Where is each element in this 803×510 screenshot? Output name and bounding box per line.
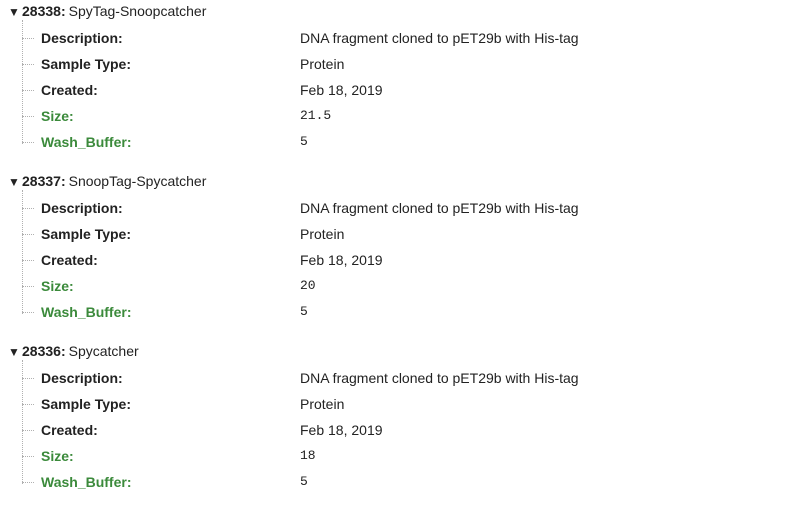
field-label: Wash_Buffer: — [41, 134, 132, 150]
field-value: Feb 18, 2019 — [300, 252, 383, 268]
collapse-toggle-icon[interactable]: ▼ — [8, 175, 20, 189]
tree-branch-line — [22, 404, 34, 405]
sample-node: ▼ 28336: Spycatcher Description: DNA fragmen… — [0, 340, 803, 510]
tree-branch-line — [22, 430, 34, 431]
field-value: Feb 18, 2019 — [300, 82, 383, 98]
tree-connector-line — [22, 360, 23, 484]
tree-branch-line — [22, 90, 34, 91]
field-value: 5 — [300, 304, 308, 319]
field-row: Wash_Buffer: 5 — [22, 299, 782, 325]
sample-name: Spycatcher — [68, 343, 139, 359]
field-label: Size: — [41, 448, 74, 464]
field-row: Wash_Buffer: 5 — [22, 469, 782, 495]
field-row: Created: Feb 18, 2019 — [22, 247, 782, 273]
field-value: DNA fragment cloned to pET29b with His-t… — [300, 370, 579, 386]
tree-branch-line — [22, 456, 34, 457]
sample-node: ▼ 28337: SnoopTag-Spycatcher Description: DN… — [0, 170, 803, 340]
sample-id: 28338 — [22, 3, 61, 19]
field-label: Sample Type: — [41, 226, 131, 242]
tree-connector-line — [22, 20, 23, 144]
field-value: Protein — [300, 226, 345, 242]
tree-connector-line — [22, 190, 23, 314]
field-row: Wash_Buffer: 5 — [22, 129, 782, 155]
tree-branch-line — [22, 116, 34, 117]
field-row: Size: 18 — [22, 443, 782, 469]
tree-branch-line — [22, 260, 34, 261]
field-value: DNA fragment cloned to pET29b with His-t… — [300, 30, 579, 46]
field-row: Size: 20 — [22, 273, 782, 299]
sample-id: 28337 — [22, 173, 61, 189]
field-value: 20 — [300, 278, 316, 293]
field-row: Description: DNA fragment cloned to pET29… — [22, 195, 782, 221]
tree-branch-line — [22, 482, 34, 483]
sample-name: SnoopTag-Spycatcher — [68, 173, 207, 189]
field-label: Description: — [41, 200, 123, 216]
field-value: Feb 18, 2019 — [300, 422, 383, 438]
field-row: Size: 21.5 — [22, 103, 782, 129]
field-row: Created: Feb 18, 2019 — [22, 417, 782, 443]
field-value: 5 — [300, 474, 308, 489]
field-label: Size: — [41, 278, 74, 294]
collapse-toggle-icon[interactable]: ▼ — [8, 5, 20, 19]
collapse-toggle-icon[interactable]: ▼ — [8, 345, 20, 359]
sample-id-separator: : — [60, 3, 66, 19]
field-label: Sample Type: — [41, 56, 131, 72]
tree-branch-line — [22, 38, 34, 39]
field-label: Wash_Buffer: — [41, 474, 132, 490]
sample-name: SpyTag-Snoopcatcher — [68, 3, 207, 19]
field-label: Wash_Buffer: — [41, 304, 132, 320]
tree-branch-line — [22, 286, 34, 287]
field-value: 21.5 — [300, 108, 332, 123]
field-value: DNA fragment cloned to pET29b with His-t… — [300, 200, 579, 216]
tree-branch-line — [22, 312, 34, 313]
tree-branch-line — [22, 142, 34, 143]
field-label: Sample Type: — [41, 396, 131, 412]
field-row: Description: DNA fragment cloned to pET29… — [22, 365, 782, 391]
sample-header[interactable]: ▼ 28338: SpyTag-Snoopcatcher — [8, 0, 206, 22]
field-row: Sample Type: Protein — [22, 391, 782, 417]
tree-branch-line — [22, 378, 34, 379]
field-label: Created: — [41, 82, 98, 98]
field-label: Size: — [41, 108, 74, 124]
field-label: Description: — [41, 370, 123, 386]
field-row: Sample Type: Protein — [22, 51, 782, 77]
field-value: 18 — [300, 448, 316, 463]
field-value: Protein — [300, 56, 345, 72]
field-label: Created: — [41, 422, 98, 438]
field-label: Created: — [41, 252, 98, 268]
field-row: Created: Feb 18, 2019 — [22, 77, 782, 103]
sample-id-separator: : — [60, 173, 66, 189]
sample-id-separator: : — [60, 343, 66, 359]
field-row: Sample Type: Protein — [22, 221, 782, 247]
field-value: Protein — [300, 396, 345, 412]
tree-branch-line — [22, 208, 34, 209]
sample-header[interactable]: ▼ 28337: SnoopTag-Spycatcher — [8, 170, 206, 192]
sample-header[interactable]: ▼ 28336: Spycatcher — [8, 340, 139, 362]
sample-id: 28336 — [22, 343, 61, 359]
field-value: 5 — [300, 134, 308, 149]
tree-branch-line — [22, 234, 34, 235]
field-row: Description: DNA fragment cloned to pET29… — [22, 25, 782, 51]
field-label: Description: — [41, 30, 123, 46]
tree-branch-line — [22, 64, 34, 65]
sample-node: ▼ 28338: SpyTag-Snoopcatcher Description: DN… — [0, 0, 803, 170]
